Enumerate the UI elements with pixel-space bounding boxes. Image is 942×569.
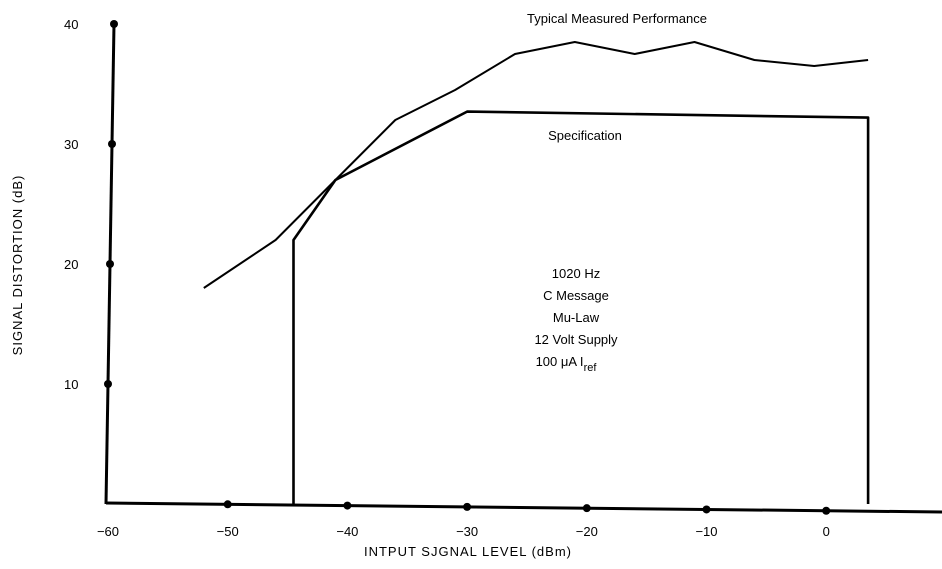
- x-tick-label: −50: [217, 524, 239, 539]
- x-tick-dot: [463, 502, 472, 511]
- series-line-specification: [292, 110, 870, 504]
- x-axis-title: INTPUT SJGNAL LEVEL (dBm): [364, 544, 572, 559]
- y-tick-label: 10: [64, 377, 78, 392]
- x-tick-label: 0: [823, 524, 830, 539]
- note-line-3: Mu-Law: [553, 310, 600, 325]
- y-tick-dot: [108, 140, 116, 148]
- x-axis-line: [105, 501, 942, 514]
- y-tick-label: 20: [64, 257, 78, 272]
- axes: [104, 23, 942, 514]
- y-tick-dot: [104, 380, 112, 388]
- x-tick-dot: [343, 501, 352, 510]
- labels: 10 20 30 40 −60 −50 −40 −30 −20 −10 0: [64, 17, 830, 539]
- x-tick-label: −40: [336, 524, 358, 539]
- y-tick-label: 30: [64, 137, 78, 152]
- y-tick-dot: [106, 260, 114, 268]
- x-tick-label: −20: [576, 524, 598, 539]
- note-line-1: 1020 Hz: [552, 266, 600, 281]
- note-line-4: 12 Volt Supply: [534, 332, 618, 347]
- conditions-note: 1020 Hz C Message Mu-Law 12 Volt Supply …: [534, 266, 618, 374]
- y-axis-title: SIGNAL DISTORTION (dB): [10, 175, 25, 356]
- y-tick-dot: [110, 20, 118, 28]
- note-line-5-main: 100 μA I: [536, 354, 584, 369]
- series-label-typical: Typical Measured Performance: [527, 11, 707, 26]
- x-tick-label: −10: [695, 524, 717, 539]
- x-tick-dot: [822, 506, 831, 515]
- note-line-5: 100 μA Iref: [536, 354, 598, 374]
- note-line-5-subscript: ref: [584, 362, 598, 374]
- x-tick-label: −60: [97, 524, 119, 539]
- x-tick-dot: [582, 504, 591, 513]
- series-line-typical: [203, 41, 869, 289]
- series-label-specification: Specification: [548, 128, 622, 143]
- series-layer: [203, 41, 870, 504]
- note-line-2: C Message: [543, 288, 609, 303]
- x-tick-dot: [702, 505, 711, 514]
- tick-markers: [104, 20, 831, 515]
- x-tick-dot: [223, 500, 232, 509]
- y-tick-label: 40: [64, 17, 78, 32]
- x-tick-label: −30: [456, 524, 478, 539]
